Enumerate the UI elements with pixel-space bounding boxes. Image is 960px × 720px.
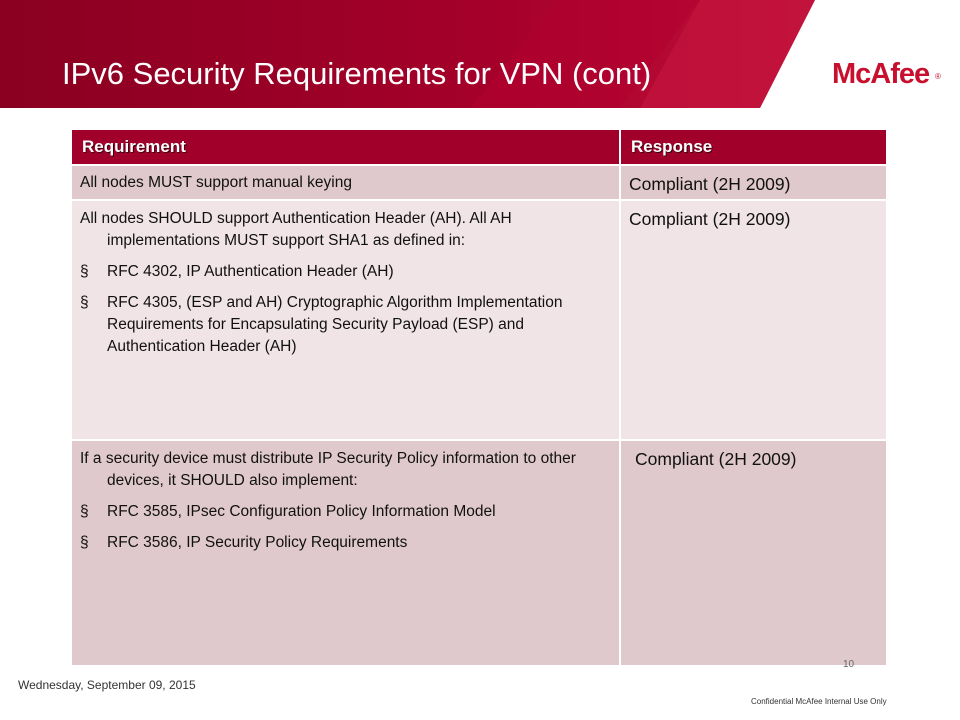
- list-item: § RFC 4302, IP Authentication Header (AH…: [80, 261, 611, 283]
- bullet-text: RFC 4305, (ESP and AH) Cryptographic Alg…: [107, 294, 563, 355]
- list-item: § RFC 3586, IP Security Policy Requireme…: [80, 532, 611, 554]
- footer-date: Wednesday, September 09, 2015: [18, 678, 196, 692]
- table-row: If a security device must distribute IP …: [70, 439, 888, 667]
- slide-title: IPv6 Security Requirements for VPN (cont…: [62, 56, 652, 91]
- logo-registered-mark: ®: [935, 72, 941, 81]
- bullet-text: RFC 3586, IP Security Policy Requirement…: [107, 534, 408, 551]
- requirement-text: All nodes MUST support manual keying: [80, 174, 352, 191]
- response-cell: Compliant (2H 2009): [619, 164, 888, 201]
- banner-graphic: [0, 0, 960, 108]
- requirement-text: If a security device must distribute IP …: [80, 450, 576, 489]
- bullet-mark: §: [80, 503, 89, 520]
- table-header-row: Requirement Response: [70, 128, 888, 166]
- bullet-mark: §: [80, 263, 89, 280]
- bullet-text: RFC 4302, IP Authentication Header (AH): [107, 263, 394, 280]
- response-text: Compliant (2H 2009): [635, 449, 797, 469]
- mcafee-logo: McAfee: [832, 58, 930, 90]
- requirements-table: Requirement Response All nodes MUST supp…: [70, 128, 888, 667]
- requirement-cell: If a security device must distribute IP …: [70, 439, 621, 667]
- response-cell: Compliant (2H 2009): [619, 439, 888, 667]
- response-cell: Compliant (2H 2009): [619, 199, 888, 441]
- requirement-text: All nodes SHOULD support Authentication …: [80, 210, 512, 249]
- bullet-mark: §: [80, 534, 89, 551]
- table-row: All nodes MUST support manual keying Com…: [70, 164, 888, 201]
- list-item: § RFC 4305, (ESP and AH) Cryptographic A…: [80, 292, 611, 358]
- page-number: 10: [843, 659, 855, 670]
- requirement-cell: All nodes MUST support manual keying: [70, 164, 621, 201]
- bullet-text: RFC 3585, IPsec Configuration Policy Inf…: [107, 503, 496, 520]
- bullet-mark: §: [80, 294, 89, 311]
- table-row: All nodes SHOULD support Authentication …: [70, 199, 888, 441]
- header-requirement: Requirement: [70, 128, 621, 166]
- confidential-notice: Confidential McAfee Internal Use Only: [751, 697, 887, 706]
- list-item: § RFC 3585, IPsec Configuration Policy I…: [80, 501, 611, 523]
- requirement-cell: All nodes SHOULD support Authentication …: [70, 199, 621, 441]
- header-response: Response: [619, 128, 888, 166]
- title-banner: IPv6 Security Requirements for VPN (cont…: [0, 0, 960, 108]
